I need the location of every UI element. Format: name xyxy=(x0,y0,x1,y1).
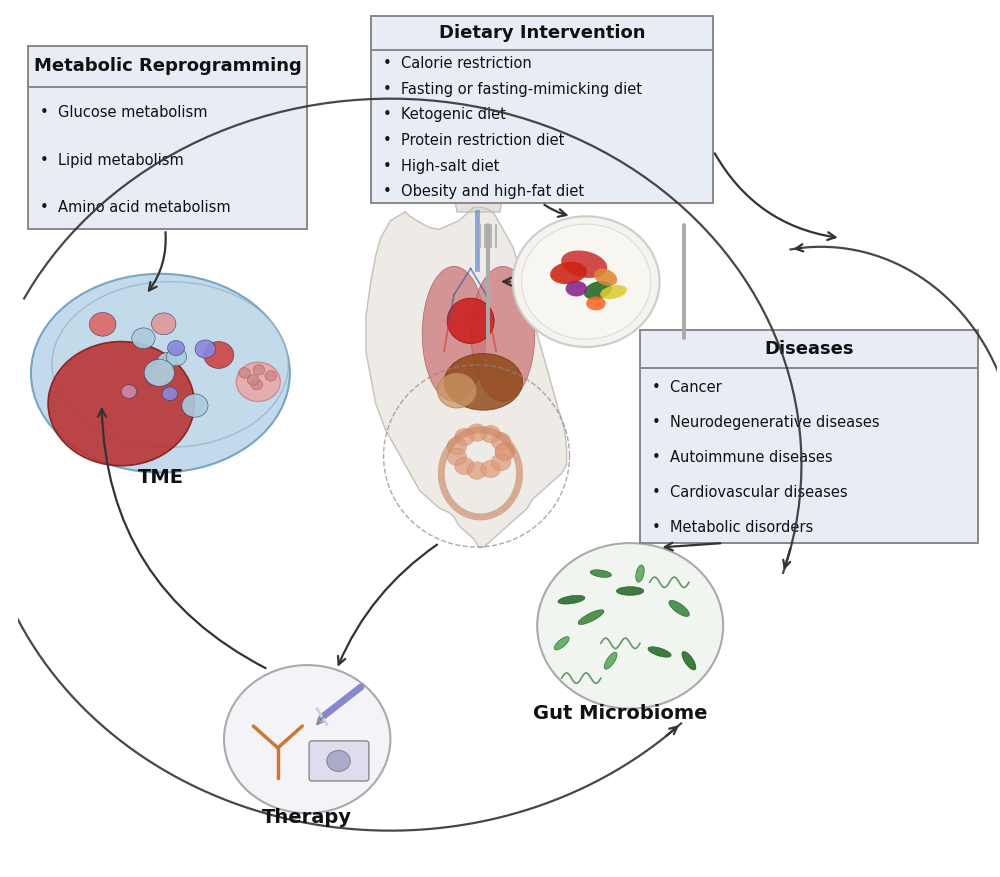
Ellipse shape xyxy=(422,267,486,402)
Ellipse shape xyxy=(550,262,587,284)
Circle shape xyxy=(467,462,487,479)
Text: •  Calorie restriction: • Calorie restriction xyxy=(383,56,531,71)
Text: •  Cancer: • Cancer xyxy=(652,380,721,395)
Ellipse shape xyxy=(682,652,696,670)
Ellipse shape xyxy=(584,281,612,300)
Ellipse shape xyxy=(590,570,611,577)
Ellipse shape xyxy=(586,296,606,310)
Circle shape xyxy=(491,453,511,471)
Circle shape xyxy=(89,312,116,336)
Circle shape xyxy=(162,387,178,401)
Circle shape xyxy=(168,340,184,355)
Text: •  Fasting or fasting-mimicking diet: • Fasting or fasting-mimicking diet xyxy=(383,82,642,96)
Ellipse shape xyxy=(669,601,689,617)
Ellipse shape xyxy=(471,267,535,402)
Text: Metabolic Reprogramming: Metabolic Reprogramming xyxy=(34,58,302,75)
Circle shape xyxy=(195,340,215,358)
Circle shape xyxy=(495,443,515,460)
Ellipse shape xyxy=(561,251,607,278)
Circle shape xyxy=(447,448,467,466)
Circle shape xyxy=(495,443,515,460)
Ellipse shape xyxy=(554,637,569,650)
Ellipse shape xyxy=(566,281,587,296)
Circle shape xyxy=(467,424,487,441)
Polygon shape xyxy=(454,177,503,212)
Ellipse shape xyxy=(648,646,671,657)
Text: Dietary Intervention: Dietary Intervention xyxy=(439,24,645,42)
Ellipse shape xyxy=(236,362,280,402)
Circle shape xyxy=(455,428,474,446)
Text: •  Autoimmune diseases: • Autoimmune diseases xyxy=(652,450,832,465)
Ellipse shape xyxy=(636,565,644,582)
Circle shape xyxy=(204,341,234,368)
Ellipse shape xyxy=(616,587,644,595)
Circle shape xyxy=(537,543,723,709)
Ellipse shape xyxy=(447,298,494,344)
Ellipse shape xyxy=(48,341,194,466)
Circle shape xyxy=(144,360,174,387)
Ellipse shape xyxy=(594,268,617,286)
Ellipse shape xyxy=(578,610,604,624)
Text: Gut Microbiome: Gut Microbiome xyxy=(533,703,708,723)
Circle shape xyxy=(224,665,390,813)
FancyBboxPatch shape xyxy=(371,16,713,203)
Polygon shape xyxy=(366,208,567,547)
Circle shape xyxy=(145,364,169,386)
Text: •  Cardiovascular diseases: • Cardiovascular diseases xyxy=(652,485,847,500)
Text: •  Metabolic disorders: • Metabolic disorders xyxy=(652,520,813,535)
Circle shape xyxy=(265,371,277,381)
Ellipse shape xyxy=(52,282,288,447)
FancyBboxPatch shape xyxy=(640,330,978,543)
Circle shape xyxy=(481,460,500,478)
Circle shape xyxy=(239,367,250,378)
Circle shape xyxy=(327,751,350,772)
Circle shape xyxy=(166,348,187,366)
Ellipse shape xyxy=(444,353,523,410)
Ellipse shape xyxy=(600,285,627,299)
Circle shape xyxy=(253,365,265,375)
Ellipse shape xyxy=(604,652,617,669)
Circle shape xyxy=(247,374,259,385)
Text: •  Amino acid metabolism: • Amino acid metabolism xyxy=(40,201,231,216)
Circle shape xyxy=(182,394,208,417)
FancyBboxPatch shape xyxy=(309,741,369,781)
Circle shape xyxy=(481,425,500,443)
Circle shape xyxy=(151,363,174,383)
Circle shape xyxy=(513,217,660,347)
Circle shape xyxy=(522,225,651,339)
Circle shape xyxy=(157,353,176,369)
Circle shape xyxy=(437,101,520,175)
Text: •  Lipid metabolism: • Lipid metabolism xyxy=(40,153,184,168)
Text: Therapy: Therapy xyxy=(262,808,352,827)
Text: •  Protein restriction diet: • Protein restriction diet xyxy=(383,133,564,148)
Circle shape xyxy=(491,432,511,450)
Ellipse shape xyxy=(558,595,585,604)
Text: •  Glucose metabolism: • Glucose metabolism xyxy=(40,105,207,120)
Circle shape xyxy=(132,328,155,349)
Circle shape xyxy=(455,457,474,474)
FancyBboxPatch shape xyxy=(28,46,307,230)
Text: TME: TME xyxy=(137,468,183,488)
Text: •  High-salt diet: • High-salt diet xyxy=(383,159,499,174)
Text: •  Neurodegenerative diseases: • Neurodegenerative diseases xyxy=(652,415,879,430)
Text: Diseases: Diseases xyxy=(764,339,854,358)
Circle shape xyxy=(121,385,137,398)
Circle shape xyxy=(151,313,176,335)
Ellipse shape xyxy=(31,274,290,473)
Circle shape xyxy=(251,380,263,389)
Text: •  Obesity and high-fat diet: • Obesity and high-fat diet xyxy=(383,184,584,199)
Ellipse shape xyxy=(437,373,477,408)
Circle shape xyxy=(447,438,467,455)
Text: •  Ketogenic diet: • Ketogenic diet xyxy=(383,107,505,123)
